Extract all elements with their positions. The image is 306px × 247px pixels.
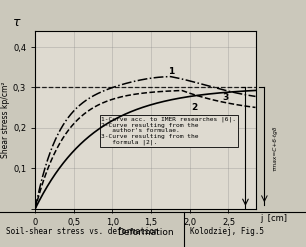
Text: Kolodziej, Fig.5: Kolodziej, Fig.5 [190,227,264,236]
Text: 1-Curve acc. to IMER researches |6|.
2-Curve resulting from the
   author's form: 1-Curve acc. to IMER researches |6|. 2-C… [101,116,236,145]
Text: 2: 2 [191,103,198,112]
Text: τ: τ [13,16,21,29]
X-axis label: Deformation: Deformation [117,228,174,237]
Text: 1: 1 [168,67,174,76]
Text: τmax=C+6·tgδ: τmax=C+6·tgδ [273,125,278,171]
Y-axis label: Shear stress kp/cm²: Shear stress kp/cm² [1,82,10,158]
Text: j  [cm]: j [cm] [260,214,287,223]
Text: 3: 3 [222,93,229,103]
Text: Soil-shear stress vs. deformation: Soil-shear stress vs. deformation [6,227,159,236]
